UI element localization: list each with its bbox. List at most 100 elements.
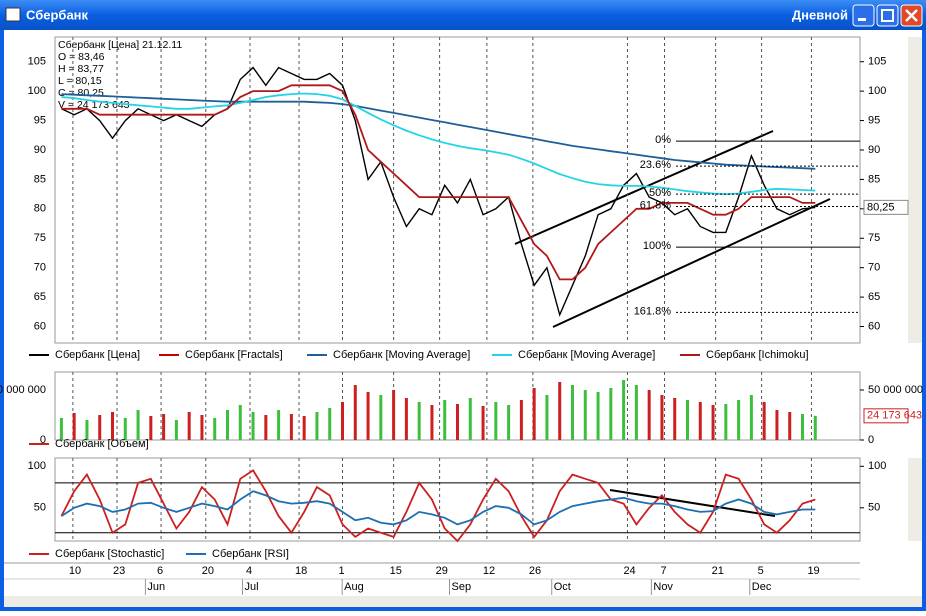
legend-label: Сбербанк [Fractals] — [185, 349, 283, 361]
volume-bar — [328, 408, 332, 440]
scrollbar[interactable] — [908, 458, 922, 541]
volume-bar — [686, 400, 689, 440]
y-tick-label: 50 000 000 — [868, 384, 923, 396]
volume-bar — [59, 418, 63, 440]
volume-bar — [532, 388, 536, 440]
x-tick-label: 23 — [113, 565, 125, 577]
info-line: O = 83,46 — [58, 51, 105, 63]
y-tick-label: 65 — [868, 291, 880, 303]
y-tick-label: 85 — [34, 173, 46, 185]
last-value-box — [863, 408, 909, 424]
volume-bar — [724, 404, 728, 440]
volume-bar — [737, 400, 741, 440]
fib-label: 61.8% — [640, 199, 671, 211]
volume-bar — [788, 412, 792, 440]
volume-bar — [98, 415, 102, 440]
volume-bar — [379, 395, 383, 440]
y-tick-label: 105 — [28, 56, 46, 68]
y-tick-label: 100 — [28, 460, 46, 472]
legend-label: Сбербанк [Moving Average] — [518, 349, 655, 361]
y-tick-label: 85 — [868, 173, 880, 185]
series-line — [61, 92, 816, 196]
volume-bar — [558, 382, 562, 440]
month-label: Dec — [752, 581, 772, 593]
x-tick-label: 7 — [661, 565, 667, 577]
y-tick-label: 70 — [34, 262, 46, 274]
x-tick-label: 12 — [483, 565, 495, 577]
volume-bar — [111, 412, 114, 440]
volume-bar — [673, 398, 677, 440]
volume-bar — [149, 416, 153, 440]
volume-bar — [494, 402, 498, 440]
close-button[interactable] — [900, 4, 923, 27]
y-tick-label: 65 — [34, 291, 46, 303]
volume-bar — [213, 418, 217, 440]
maximize-button[interactable] — [876, 4, 899, 27]
x-tick-label: 29 — [436, 565, 448, 577]
volume-bar — [123, 418, 127, 440]
volume-bar — [481, 406, 485, 440]
y-tick-label: 75 — [868, 232, 880, 244]
x-tick-label: 1 — [339, 565, 345, 577]
month-label: Oct — [554, 581, 571, 593]
legend-label: Сбербанк [Moving Average] — [333, 349, 470, 361]
x-tick-label: 5 — [758, 565, 764, 577]
volume-bar — [200, 415, 204, 440]
y-tick-label: 70 — [868, 262, 880, 274]
y-tick-label: 0 — [868, 434, 874, 446]
volume-bar — [622, 380, 626, 440]
series-line — [60, 469, 816, 543]
y-tick-label: 100 — [868, 85, 886, 97]
volume-bar — [238, 405, 242, 440]
y-tick-label: 50 — [868, 502, 880, 514]
y-tick-label: 80 — [34, 203, 46, 215]
x-tick-label: 6 — [157, 565, 163, 577]
y-tick-label: 90 — [34, 144, 46, 156]
scrollbar[interactable] — [908, 37, 922, 343]
volume-bar — [251, 412, 255, 440]
volume-bar — [749, 395, 753, 440]
y-tick-label: 75 — [34, 232, 46, 244]
y-tick-label: 90 — [868, 144, 880, 156]
volume-bar — [711, 405, 715, 440]
volume-bar — [392, 390, 396, 440]
volume-bar — [187, 412, 191, 440]
legend-label: Сбербанк [RSI] — [212, 548, 289, 560]
y-tick-label: 60 — [34, 320, 46, 332]
x-tick-label: 4 — [246, 565, 252, 577]
h-scrollbar[interactable] — [4, 596, 922, 607]
volume-bar — [136, 410, 140, 440]
info-line: Сбербанк [Цена] 21.12.11 — [58, 39, 182, 51]
y-tick-label: 100 — [868, 460, 886, 472]
y-tick-label: 60 — [868, 320, 880, 332]
volume-bar — [456, 404, 459, 440]
last-value-label: 24 173 643 — [867, 410, 922, 422]
oscillator-panel — [54, 457, 861, 542]
legend-label: Сбербанк [Цена] — [55, 349, 140, 361]
volume-bar — [417, 402, 421, 440]
x-tick-label: 18 — [295, 565, 307, 577]
volume-bar — [85, 420, 89, 440]
y-tick-label: 95 — [868, 114, 880, 126]
x-tick-label: 10 — [69, 565, 81, 577]
volume-bar — [647, 390, 651, 440]
price-panel — [54, 36, 861, 344]
last-value-box — [863, 199, 909, 215]
volume-bar — [762, 402, 766, 440]
volume-bar — [634, 385, 638, 440]
legend-label: Сбербанк [Stochastic] — [55, 548, 164, 560]
y-tick-label: 100 — [28, 85, 46, 97]
y-tick-label: 50 000 000 — [0, 384, 46, 396]
volume-bar — [366, 392, 370, 440]
volume-bar — [341, 402, 344, 440]
volume-bar — [660, 395, 664, 440]
month-label: Nov — [653, 581, 673, 593]
month-label: Jul — [245, 581, 259, 593]
volume-bar — [404, 398, 408, 440]
y-tick-label: 50 — [34, 502, 46, 514]
fib-label: 50% — [649, 187, 671, 199]
volume-bar — [468, 398, 472, 440]
minimize-button[interactable] — [852, 4, 875, 27]
volume-bar — [430, 405, 434, 440]
